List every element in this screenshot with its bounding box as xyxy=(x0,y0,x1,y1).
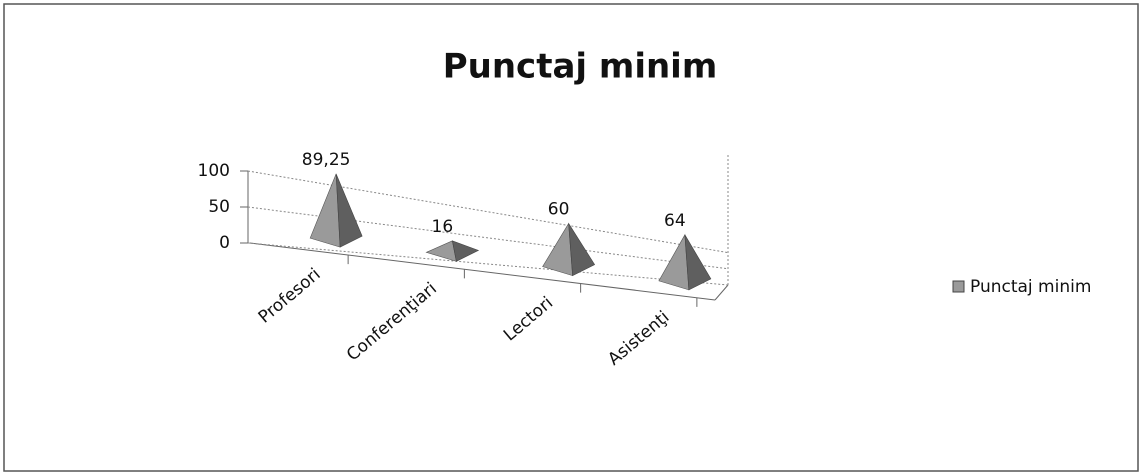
legend-swatch xyxy=(952,280,965,293)
x-tick-label: Asistenţi xyxy=(604,307,673,369)
pyramid xyxy=(658,233,712,291)
pyramid-face xyxy=(542,222,573,277)
pyramid-face xyxy=(425,240,457,262)
pyramid-face xyxy=(568,223,596,277)
pyramid xyxy=(542,222,596,277)
floor-right-edge xyxy=(714,284,729,301)
legend-label: Punctaj minim xyxy=(970,277,1091,297)
data-label: 60 xyxy=(548,199,570,219)
chart-frame xyxy=(3,3,1139,472)
y-tick-label: 0 xyxy=(219,233,230,253)
pyramid-face xyxy=(684,234,712,291)
grid-line xyxy=(247,242,729,286)
pyramid xyxy=(425,240,480,262)
y-tick-label: 100 xyxy=(198,161,230,181)
data-label: 16 xyxy=(432,217,454,237)
floor-front-edge xyxy=(249,242,716,301)
pyramid-face xyxy=(335,173,363,248)
chart-title: Punctaj minim xyxy=(443,47,718,87)
x-tick-label: Profesori xyxy=(255,264,325,327)
grid-line xyxy=(247,170,729,254)
pyramid-face xyxy=(451,240,480,262)
data-label: 64 xyxy=(664,211,686,231)
data-label: 89,25 xyxy=(302,150,351,170)
x-tick-label: Conferenţiari xyxy=(343,279,441,366)
pyramid xyxy=(309,173,363,248)
pyramid-face xyxy=(658,233,690,291)
pyramid-face xyxy=(309,173,341,248)
x-tick-label: Lectori xyxy=(500,293,557,345)
y-tick-label: 50 xyxy=(208,197,230,217)
